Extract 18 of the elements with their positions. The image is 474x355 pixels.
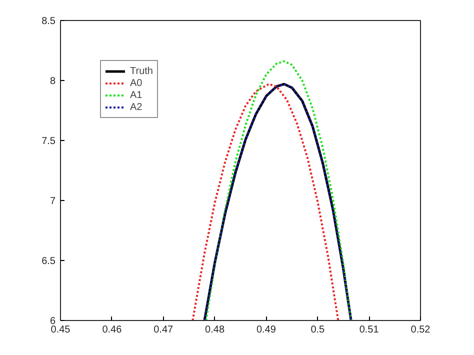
x-tick-label: 0.46 <box>102 324 122 336</box>
legend-label: A1 <box>130 89 144 101</box>
x-tick-label: 0.48 <box>205 324 225 336</box>
x-tick-label: 0.49 <box>256 324 276 336</box>
y-tick-label: 6.5 <box>42 256 56 267</box>
x-tick-label: 0.51 <box>359 324 380 336</box>
x-tick-label: 0.45 <box>50 324 71 336</box>
x-tick-label: 0.52 <box>410 324 431 336</box>
y-tick-label: 8 <box>50 76 56 87</box>
x-tick-label: 0.47 <box>154 324 174 336</box>
legend-label: A0 <box>130 77 144 89</box>
y-tick-label: 6 <box>50 316 56 327</box>
legend-label: Truth <box>130 65 153 77</box>
y-tick-label: 7 <box>50 196 56 207</box>
legend-label: A2 <box>130 101 144 113</box>
y-tick-label: 7.5 <box>42 136 56 147</box>
x-tick-label: 0.5 <box>310 324 326 336</box>
y-tick-label: 8.5 <box>42 16 56 27</box>
